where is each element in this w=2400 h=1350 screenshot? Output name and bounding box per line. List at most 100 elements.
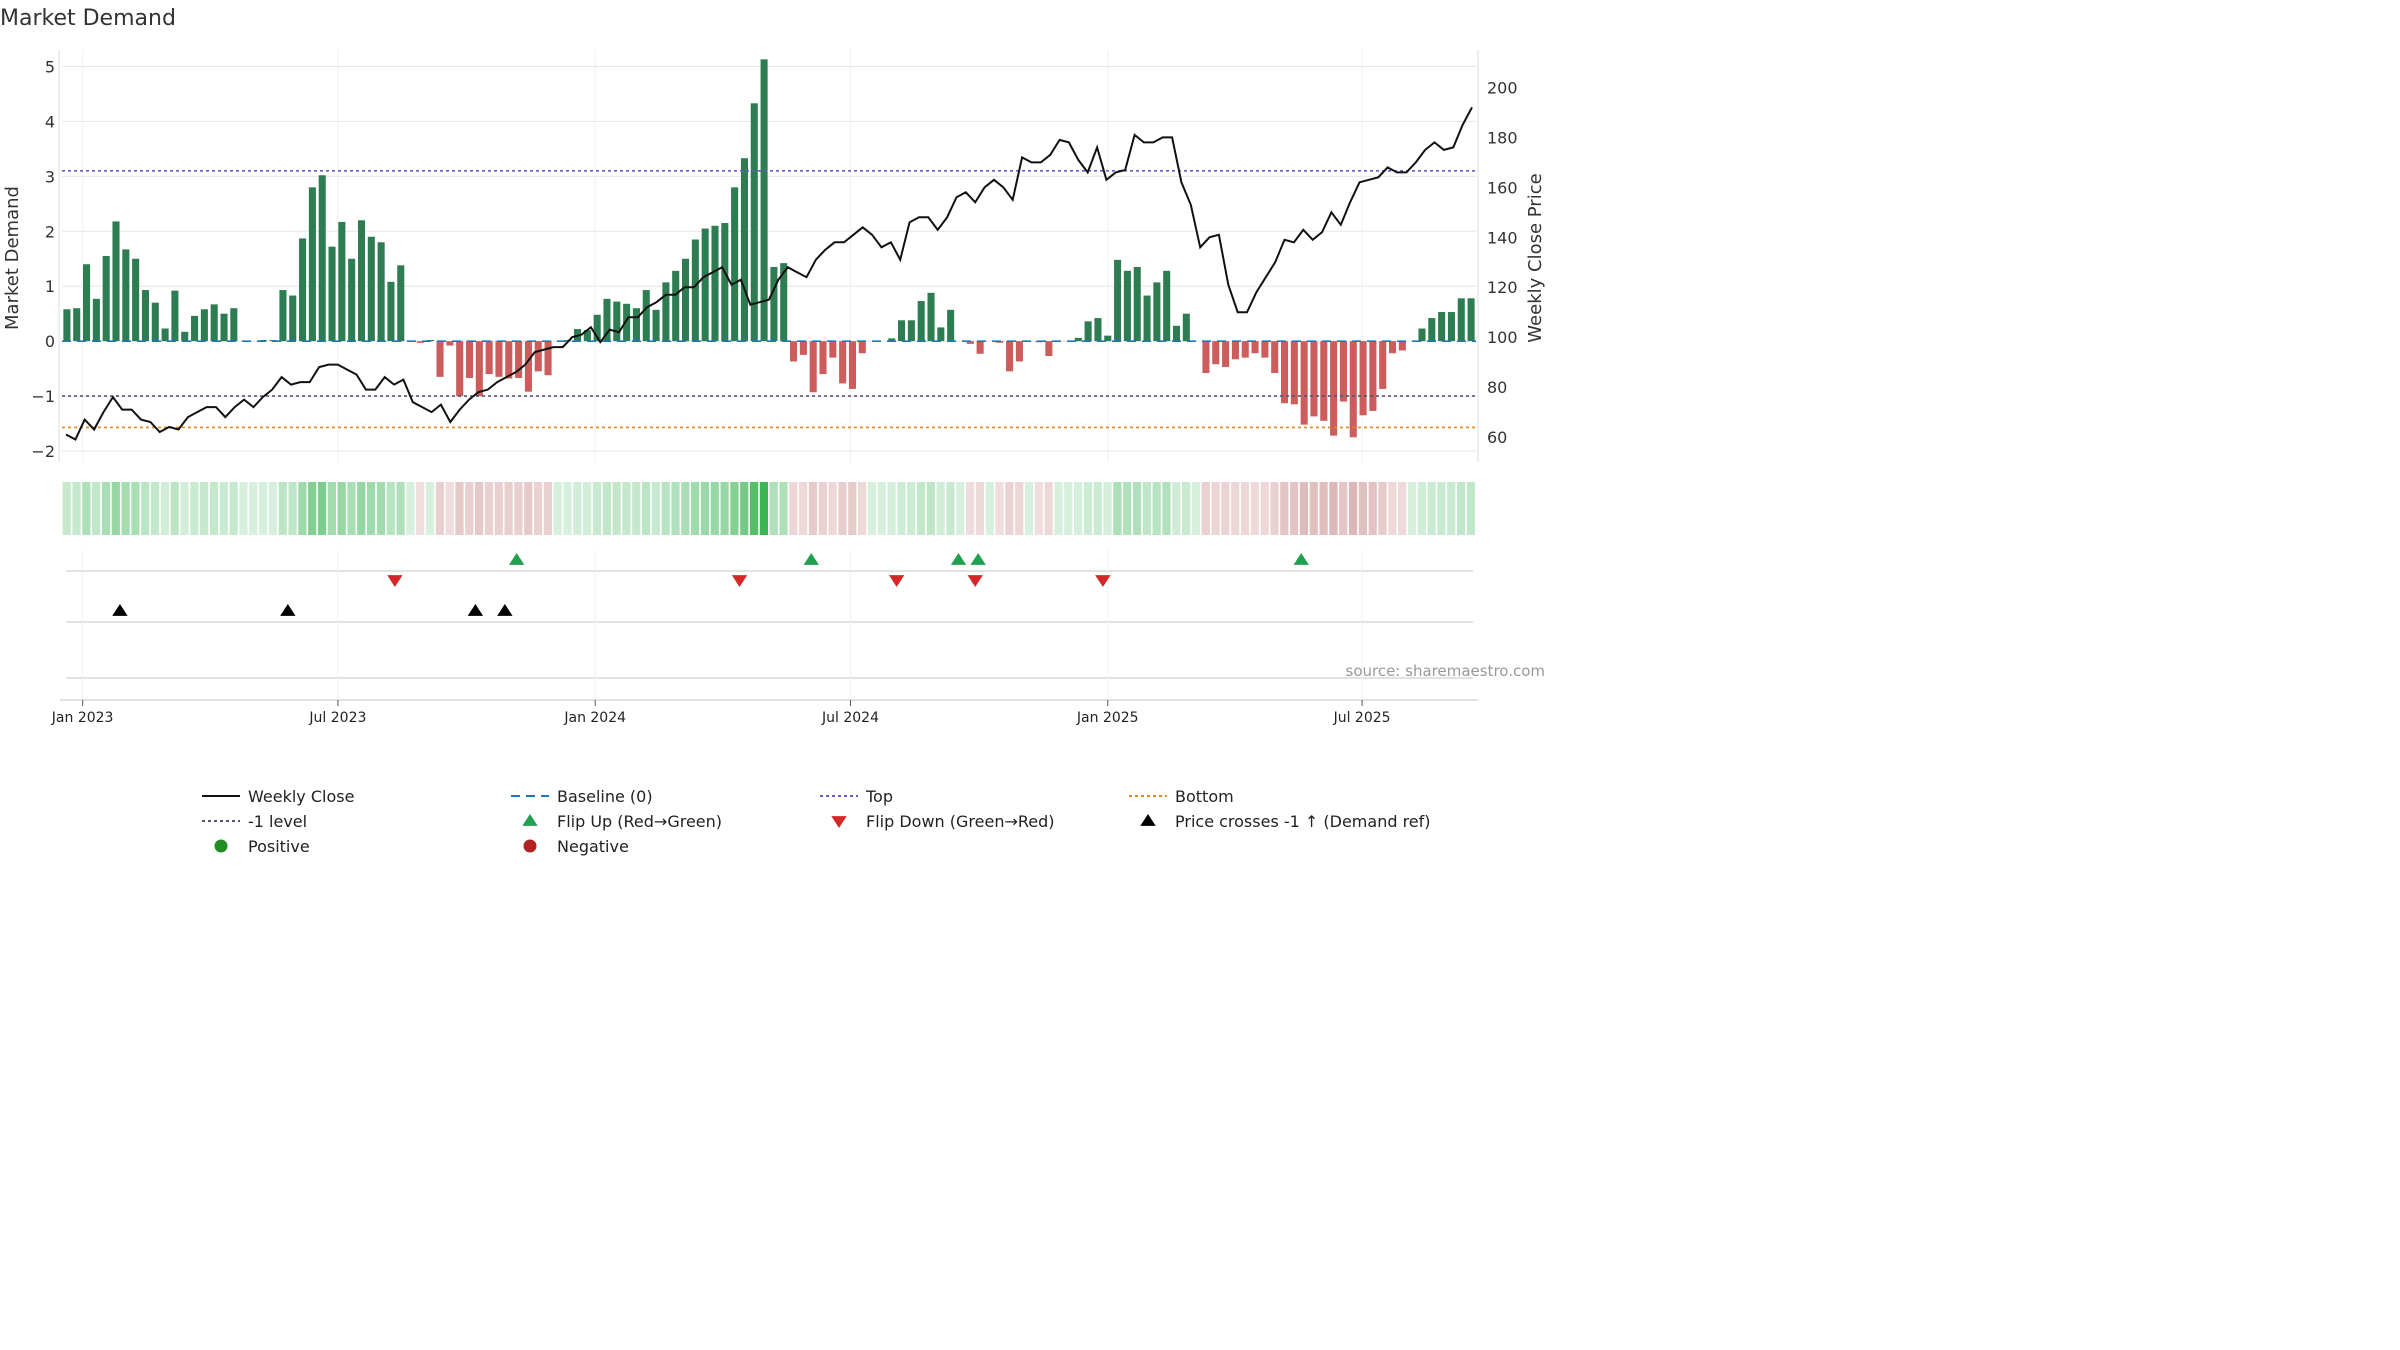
demand-bar-positive	[691, 239, 699, 342]
heat-cell	[425, 482, 435, 535]
heat-cell	[779, 482, 788, 535]
heat-cell	[1456, 482, 1466, 535]
heat-cell	[1417, 482, 1426, 535]
price-cross-marker	[467, 604, 484, 616]
right-tick-label: 80	[1487, 378, 1507, 397]
demand-bar-positive	[1133, 266, 1141, 342]
demand-bar-negative	[1359, 341, 1367, 416]
heat-cell	[249, 482, 258, 535]
left-tick-label: 4	[45, 112, 55, 131]
demand-bar-negative	[1339, 341, 1347, 402]
heat-cell	[82, 482, 91, 535]
heat-cell	[553, 482, 562, 535]
demand-bar-positive	[642, 290, 650, 342]
demand-bar-positive	[83, 264, 91, 342]
heat-cell	[455, 482, 464, 535]
legend-label: Price crosses -1 ↑ (Demand ref)	[1175, 812, 1431, 831]
heat-cell	[789, 482, 798, 535]
demand-bar-negative	[515, 341, 523, 378]
legend-label: Baseline (0)	[557, 787, 653, 806]
heat-cell	[916, 482, 926, 535]
demand-bar-negative	[1388, 341, 1397, 354]
heat-cell	[484, 482, 494, 535]
demand-bar-positive	[63, 309, 71, 342]
demand-bar-negative	[809, 341, 817, 393]
heat-cell	[1113, 482, 1122, 535]
heat-cell	[1437, 482, 1446, 535]
demand-bar-positive	[613, 301, 621, 342]
demand-bar-negative	[1202, 341, 1210, 374]
heat-cell	[867, 482, 877, 535]
demand-bar-positive	[387, 281, 395, 342]
demand-bar-positive	[750, 103, 758, 342]
demand-bar-positive	[328, 246, 336, 342]
demand-bar-positive	[603, 298, 611, 342]
heat-cell	[150, 482, 160, 535]
demand-bar-positive	[171, 290, 179, 342]
heat-cell	[720, 482, 729, 535]
heat-cell	[975, 482, 985, 535]
heat-cell	[1378, 482, 1387, 535]
demand-bar-negative	[799, 341, 807, 355]
demand-bar-positive	[731, 187, 739, 342]
legend-swatch	[831, 816, 847, 828]
demand-bar-negative	[485, 341, 493, 375]
heat-cell	[92, 482, 101, 535]
demand-bar-negative	[446, 341, 454, 346]
heat-cell	[926, 482, 935, 535]
demand-bar-positive	[623, 303, 631, 342]
demand-bar-negative	[1015, 341, 1023, 362]
heat-cell	[818, 482, 827, 535]
legend-swatch	[522, 814, 538, 826]
x-tick-label: Jan 2024	[563, 710, 626, 726]
demand-bar-positive	[377, 242, 385, 342]
demand-bar-positive	[348, 258, 356, 342]
heat-cell	[1024, 482, 1034, 535]
heat-cell	[848, 482, 857, 535]
flip-up-marker	[508, 553, 525, 565]
left-tick-label: 5	[45, 57, 55, 76]
heat-cell	[730, 482, 739, 535]
heat-cell	[1054, 482, 1063, 535]
event-markers	[60, 550, 1478, 701]
right-tick-label: 160	[1487, 178, 1518, 197]
heat-cell	[671, 482, 680, 535]
heat-cell	[956, 482, 965, 535]
heat-cell	[1152, 482, 1161, 535]
heat-cell	[308, 482, 317, 535]
flip-down-marker	[1095, 575, 1111, 587]
flip-up-marker	[803, 553, 819, 565]
heat-cell	[298, 482, 307, 535]
heat-cell	[1319, 482, 1328, 535]
legend: Weekly Close Baseline (0) Top Bottom -1 leve…	[202, 787, 1431, 856]
demand-bar-negative	[848, 341, 857, 389]
demand-bar-positive	[1457, 298, 1465, 342]
legend-label: -1 level	[248, 812, 307, 831]
left-tick-label: 2	[45, 222, 55, 241]
flip-down-marker	[967, 575, 983, 587]
heat-cell	[1299, 482, 1309, 535]
demand-bar-positive	[927, 292, 935, 342]
heat-cell	[504, 482, 513, 535]
demand-bar-positive	[1447, 312, 1455, 342]
heat-cell	[907, 482, 916, 535]
demand-bar-negative	[1231, 341, 1239, 360]
demand-bar-negative	[966, 341, 974, 344]
demand-bar-positive	[210, 304, 218, 342]
heat-cell	[700, 482, 710, 535]
heat-cell	[1074, 482, 1083, 535]
heat-cell	[1064, 482, 1073, 535]
heat-cell	[347, 482, 356, 535]
demand-bar-positive	[1182, 313, 1190, 342]
heat-cell	[219, 482, 228, 535]
heat-cell	[897, 482, 906, 535]
demand-bar-positive	[181, 331, 189, 342]
market-demand-chart: Market Demand Market Demand Weekly Close…	[0, 6, 1546, 856]
flip-up-marker	[1293, 553, 1309, 565]
right-y-ticks: 200 180 160 140 120 100 80 60	[1487, 78, 1518, 447]
demand-bar-negative	[505, 341, 513, 379]
demand-bar-positive	[740, 158, 748, 342]
heat-cell	[72, 482, 81, 535]
price-cross-marker	[112, 604, 128, 616]
demand-bar-positive	[1094, 318, 1102, 342]
